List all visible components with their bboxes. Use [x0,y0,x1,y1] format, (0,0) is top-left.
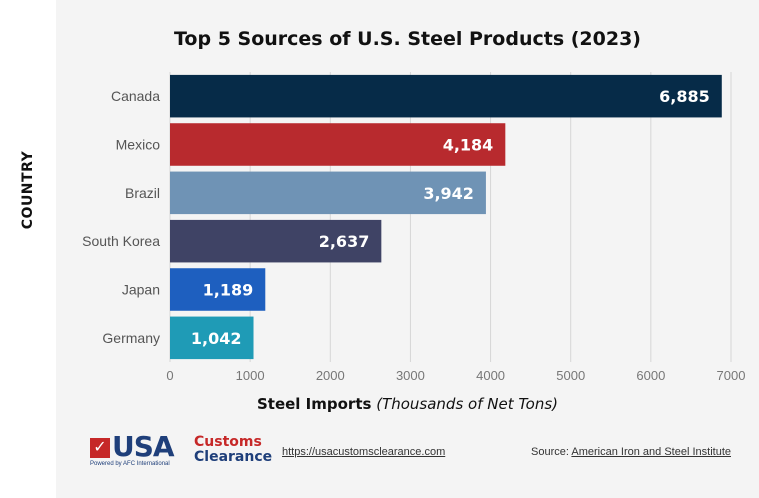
bar [170,74,722,118]
bar [170,268,266,311]
bar [170,219,382,263]
x-axis-label: Steel Imports (Thousands of Net Tons) [56,395,759,413]
logo-name-line1: Customs [194,434,262,450]
x-tick-label: 5000 [556,368,585,383]
bar-value-label: 6,885 [659,87,710,106]
bar [170,123,506,166]
bar-value-label: 2,637 [319,232,370,251]
logo-name: Customs Clearance [194,435,284,465]
bar-value-label: 3,942 [423,184,474,203]
x-tick-label: 2000 [316,368,345,383]
x-axis-label-unit: (Thousands of Net Tons) [376,395,559,413]
x-tick-label: 3000 [396,368,425,383]
left-band [0,0,56,498]
bar-value-label: 1,042 [191,329,242,348]
source-credit: Source: American Iron and Steel Institut… [531,446,731,458]
x-tick-label: 0 [166,368,173,383]
category-label: South Korea [82,233,160,249]
category-label: Canada [111,88,160,104]
logo-usa-text: USA [112,430,175,463]
logo-name-line2: Clearance [194,449,273,465]
source-prefix: Source: [531,446,572,458]
x-tick-label: 6000 [636,368,665,383]
x-tick-label: 7000 [717,368,746,383]
category-label: Germany [102,330,160,346]
x-tick-label: 4000 [476,368,505,383]
category-label: Brazil [125,185,160,201]
x-tick-label: 1000 [236,368,265,383]
bar-value-label: 1,189 [203,281,254,300]
checkmark-icon: ✓ [90,438,110,458]
x-axis-label-main: Steel Imports [256,395,372,413]
bar-value-label: 4,184 [443,136,494,155]
usa-customs-clearance-logo[interactable]: ✓ USA Customs Clearance Powered by AFC I… [90,432,280,470]
bar [170,171,486,215]
bar [170,316,254,360]
footer: ✓ USA Customs Clearance Powered by AFC I… [56,432,759,472]
category-label: Japan [122,282,160,298]
website-link[interactable]: https://usacustomsclearance.com [282,446,446,458]
source-link[interactable]: American Iron and Steel Institute [571,446,731,458]
logo-powered-by: Powered by AFC International [90,461,170,467]
chart-title: Top 5 Sources of U.S. Steel Products (20… [173,28,641,50]
category-label: Mexico [116,137,161,153]
